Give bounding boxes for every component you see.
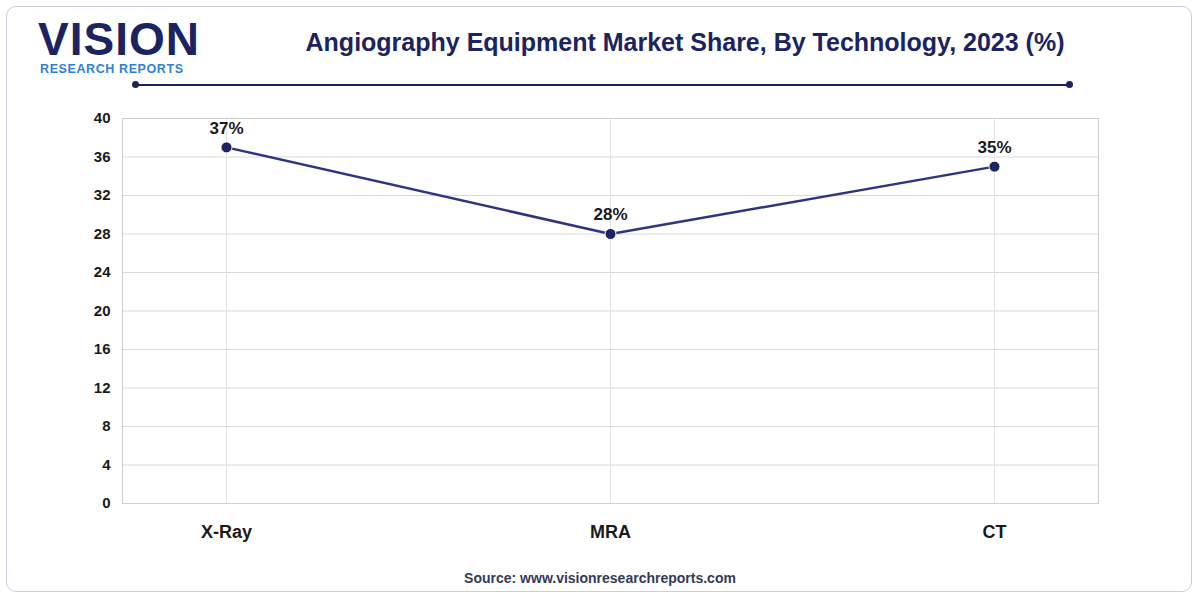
svg-text:4: 4 bbox=[102, 456, 111, 473]
svg-text:40: 40 bbox=[94, 109, 111, 126]
svg-text:MRA: MRA bbox=[590, 522, 631, 542]
html-text:Source: www.visionresearchrepo: Source: www.visionresearchreports.com bbox=[464, 570, 736, 586]
svg-text:32: 32 bbox=[94, 186, 111, 203]
svg-text:16: 16 bbox=[94, 340, 111, 357]
svg-text:24: 24 bbox=[94, 263, 111, 280]
svg-text:0: 0 bbox=[102, 494, 110, 511]
html-text:VISION: VISION bbox=[38, 13, 200, 65]
svg-text:28: 28 bbox=[94, 225, 111, 242]
svg-text:8: 8 bbox=[102, 417, 110, 434]
svg-text:20: 20 bbox=[94, 302, 111, 319]
svg-text:35%: 35% bbox=[977, 138, 1011, 157]
svg-text:CT: CT bbox=[983, 522, 1007, 542]
html-text:RESEARCH REPORTS: RESEARCH REPORTS bbox=[40, 62, 184, 76]
html-text:Angiography Equipment Market S: Angiography Equipment Market Share, By T… bbox=[305, 28, 1065, 56]
svg-text:X-Ray: X-Ray bbox=[201, 522, 252, 542]
svg-text:36: 36 bbox=[94, 148, 111, 165]
svg-text:12: 12 bbox=[94, 379, 111, 396]
svg-text:37%: 37% bbox=[209, 119, 243, 138]
svg-text:28%: 28% bbox=[593, 205, 627, 224]
